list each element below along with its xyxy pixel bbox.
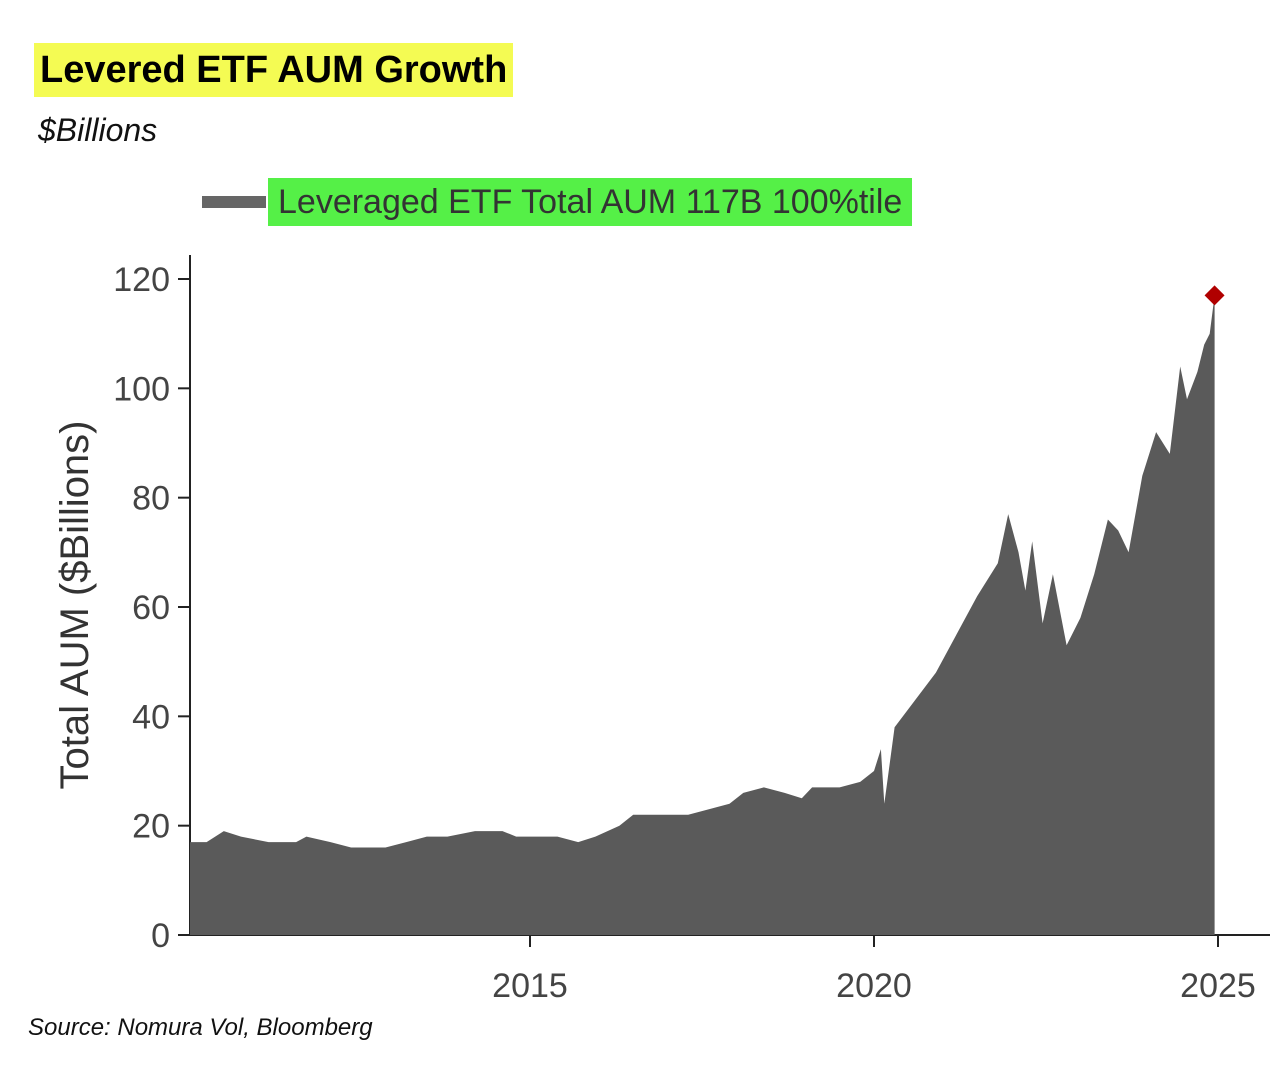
- x-tick-label: 2025: [1180, 967, 1256, 1005]
- source-note: Source: Nomura Vol, Bloomberg: [28, 1014, 373, 1041]
- labels-layer: 0 20 40 60 80 100 120 2015 2020 2025 Total AUM ($B…: [53, 261, 1256, 1005]
- y-tick-label: 80: [132, 480, 170, 518]
- y-tick-label: 20: [132, 808, 170, 846]
- y-axis-title: Total AUM ($Billions): [53, 420, 97, 789]
- legend-label: Leveraged ETF Total AUM 117B 100%tile: [268, 178, 913, 226]
- x-tick-label: 2015: [492, 967, 568, 1005]
- y-tick-label: 0: [151, 917, 170, 955]
- x-tick-label: 2020: [836, 967, 912, 1005]
- latest-value-marker: [1204, 285, 1225, 306]
- y-tick-label: 120: [113, 261, 170, 299]
- y-tick-label: 100: [113, 370, 170, 408]
- series-layer: [190, 285, 1225, 935]
- y-tick-label: 60: [132, 589, 170, 627]
- series-area: [190, 295, 1215, 935]
- legend-swatch: [202, 196, 266, 208]
- chart-title: Levered ETF AUM Growth: [34, 43, 514, 97]
- y-tick-label: 40: [132, 698, 170, 736]
- chart-subtitle: $Billions: [38, 112, 158, 148]
